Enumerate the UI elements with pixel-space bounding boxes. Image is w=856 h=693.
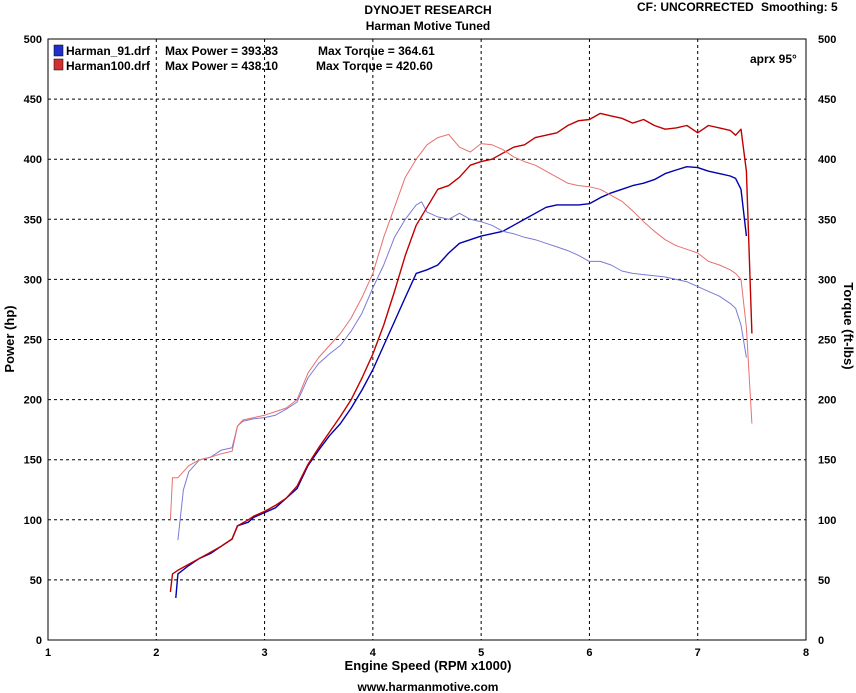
legend-torque-91: Max Torque = 364.61 (318, 44, 435, 58)
x-tick-label: 5 (478, 647, 484, 659)
chart-subtitle: Harman Motive Tuned (366, 19, 490, 33)
y2-tick-label: 0 (818, 635, 824, 647)
y-tick-label: 500 (24, 34, 42, 46)
y2-axis-title: Torque (ft-lbs) (841, 282, 856, 369)
legend-file-91: Harman_91.drf (66, 44, 151, 58)
y2-tick-label: 400 (818, 154, 836, 166)
series-lines (169, 112, 753, 598)
y-tick-label: 400 (24, 154, 42, 166)
y-axis-title: Power (hp) (2, 305, 17, 372)
legend-swatch-100 (53, 58, 64, 71)
y2-tick-label: 450 (818, 94, 836, 106)
x-tick-label: 6 (586, 647, 592, 659)
y-tick-label: 450 (24, 94, 42, 106)
y-tick-label: 250 (24, 335, 42, 347)
x-tick-label: 8 (803, 647, 809, 659)
y-tick-label: 350 (24, 214, 42, 226)
legend-file-100: Harman100.drf (66, 59, 151, 73)
y2-tick-label: 150 (818, 455, 836, 467)
y2-tick-label: 300 (818, 274, 836, 286)
y-tick-label: 50 (30, 575, 42, 587)
x-tick-label: 1 (45, 647, 51, 659)
legend-power-91: Max Power = 393.83 (165, 44, 278, 58)
y2-tick-labels: 0 50 100 150 200 250 300 350 400 450 500 (818, 34, 836, 647)
series-line-torque-harman91drf (177, 201, 747, 541)
series-line-power-harman100drf (169, 112, 753, 592)
x-tick-label: 3 (262, 647, 268, 659)
plot-area (47, 38, 807, 641)
y-tick-label: 0 (36, 635, 42, 647)
y-tick-label: 300 (24, 274, 42, 286)
y2-tick-label: 350 (818, 214, 836, 226)
legend-torque-100: Max Torque = 420.60 (316, 59, 433, 73)
y-tick-label: 100 (24, 515, 42, 527)
x-tick-label: 2 (153, 647, 159, 659)
footer-url: www.harmanmotive.com (357, 680, 499, 693)
grid-lines (48, 39, 806, 640)
legend-power-100: Max Power = 438.10 (165, 59, 278, 73)
x-tick-label: 4 (370, 647, 377, 659)
y-tick-label: 200 (24, 395, 42, 407)
cf-label: CF: UNCORRECTED (637, 0, 754, 14)
temperature-annotation: aprx 95° (750, 52, 797, 66)
chart-title: DYNOJET RESEARCH (364, 3, 491, 17)
smoothing-label: Smoothing: 5 (761, 0, 838, 14)
x-tick-labels: 1 2 3 4 5 6 7 8 (45, 647, 809, 659)
x-axis-title: Engine Speed (RPM x1000) (345, 658, 512, 673)
legend-swatch-91 (53, 44, 64, 57)
x-tick-label: 7 (695, 647, 701, 659)
series-line-torque-harman100drf (169, 133, 753, 520)
y2-tick-label: 250 (818, 335, 836, 347)
y2-tick-label: 50 (818, 575, 830, 587)
y2-tick-label: 500 (818, 34, 836, 46)
y-tick-label: 150 (24, 455, 42, 467)
y2-tick-label: 200 (818, 395, 836, 407)
y-tick-labels: 0 50 100 150 200 250 300 350 400 450 500 (24, 34, 42, 647)
y2-tick-label: 100 (818, 515, 836, 527)
legend: Harman_91.drf Max Power = 393.83 Max Tor… (53, 44, 435, 73)
series-line-power-harman91drf (175, 166, 748, 598)
